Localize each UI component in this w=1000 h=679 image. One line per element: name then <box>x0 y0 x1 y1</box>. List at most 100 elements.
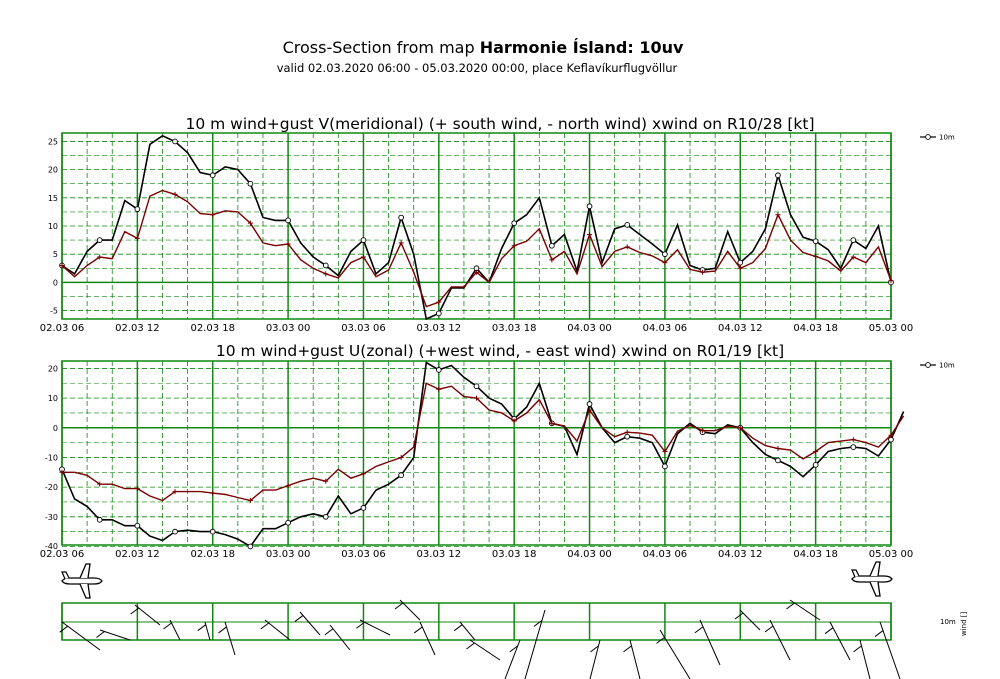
data-point <box>662 260 668 266</box>
data-point <box>511 418 517 424</box>
data-point <box>172 528 178 535</box>
y-tick-label: 20 <box>48 166 58 175</box>
legend-label: 10m <box>939 362 955 370</box>
data-point <box>59 262 65 268</box>
data-point <box>511 220 518 227</box>
data-point <box>398 214 404 221</box>
wind-barb-tick <box>218 626 227 634</box>
data-point <box>813 449 819 455</box>
data-point <box>247 180 254 187</box>
data-point <box>737 425 743 431</box>
wind-barb-tick <box>764 625 774 633</box>
wind-barb-tick <box>824 627 834 635</box>
legend-marker <box>925 134 931 140</box>
data-point <box>474 395 479 401</box>
data-point <box>96 237 103 243</box>
data-point <box>285 217 291 224</box>
wind-barb <box>859 639 871 679</box>
data-point <box>737 265 743 271</box>
data-point <box>549 421 555 427</box>
wind-barb <box>629 639 641 679</box>
data-point <box>624 433 631 440</box>
strip-legend-10m: 10m <box>940 618 956 626</box>
plane-wings <box>869 561 881 597</box>
series-line-mean <box>62 382 905 502</box>
data-point <box>586 203 593 210</box>
data-point <box>813 253 819 259</box>
wind-barb <box>789 599 821 621</box>
wind-barb-tick <box>356 621 365 629</box>
data-point <box>247 543 254 550</box>
data-point <box>247 220 253 226</box>
data-point <box>435 367 442 373</box>
data-point <box>624 429 630 435</box>
data-point <box>775 212 781 218</box>
data-point <box>134 235 140 241</box>
data-point <box>436 386 442 392</box>
wind-barb-tick <box>294 615 304 622</box>
y-tick-label: 20 <box>48 364 58 373</box>
x-tick-label: 04.03 12 <box>718 323 763 334</box>
x-tick-label: 03.03 00 <box>266 549 311 560</box>
data-point <box>323 271 329 277</box>
strip-axis-label: wind [] <box>960 611 968 636</box>
y-tick-label: 0 <box>53 424 58 433</box>
wind-barb-tick <box>466 642 475 650</box>
x-tick-label: 02.03 12 <box>115 323 160 334</box>
y-tick-label: 25 <box>48 137 58 146</box>
data-point <box>850 237 857 243</box>
data-point <box>398 472 404 479</box>
x-tick-label: 02.03 18 <box>190 549 235 560</box>
x-tick-label: 04.03 00 <box>567 549 612 560</box>
y-tick-label: -40 <box>45 542 58 551</box>
wind-barb <box>224 621 236 656</box>
data-point <box>210 490 216 496</box>
chart-panel-2: 10 m wind+gust U(zonal) (+west wind, - e… <box>40 342 955 560</box>
wind-barb <box>99 629 131 641</box>
wind-barb <box>329 624 351 651</box>
y-tick-label: -20 <box>45 483 58 492</box>
wind-barb-strip: 10m wind [] <box>59 599 968 679</box>
title-map-name: Harmonie Ísland: 10uv <box>479 38 684 57</box>
data-point <box>850 437 856 443</box>
data-point <box>210 212 216 218</box>
wind-barb-tick <box>260 622 270 630</box>
plane-tail <box>61 571 70 580</box>
x-tick-label: 02.03 06 <box>40 549 85 560</box>
data-point <box>285 241 291 247</box>
chart-title: 10 m wind+gust V(meridional) (+ south wi… <box>185 115 814 133</box>
wind-barb-tick <box>413 626 423 634</box>
data-point <box>662 463 668 470</box>
x-tick-label: 03.03 12 <box>417 549 462 560</box>
wind-barb <box>399 599 421 621</box>
x-tick-label: 04.03 12 <box>718 549 763 560</box>
data-point <box>360 505 367 511</box>
y-tick-label: -5 <box>50 307 58 316</box>
x-tick-label: 02.03 06 <box>40 323 85 334</box>
data-point <box>888 278 894 284</box>
y-tick-label: 10 <box>48 394 58 403</box>
wind-barb-tick <box>59 625 68 633</box>
data-point <box>398 240 404 246</box>
wind-barb-tick <box>734 612 744 620</box>
wind-barb <box>524 609 546 679</box>
chart-title: 10 m wind+gust U(zonal) (+west wind, - e… <box>216 342 784 360</box>
wind-barb <box>739 609 761 631</box>
y-tick-label: -30 <box>45 513 58 522</box>
data-point <box>775 172 781 179</box>
data-point <box>587 407 593 413</box>
wind-barb <box>659 629 691 679</box>
data-point <box>398 454 404 460</box>
y-tick-label: 5 <box>53 250 58 259</box>
data-point <box>96 516 103 523</box>
data-point <box>285 483 291 489</box>
airplane-icon <box>61 563 103 599</box>
data-point <box>624 244 630 250</box>
wind-barb-tick <box>533 619 543 627</box>
data-point <box>209 528 216 535</box>
title-prefix: Cross-Section from map <box>282 38 480 57</box>
chart-panel-1: 10 m wind+gust V(meridional) (+ south wi… <box>40 115 955 334</box>
series-line-mean <box>61 189 892 308</box>
data-point <box>134 486 140 492</box>
x-tick-label: 05.03 00 <box>869 549 914 560</box>
